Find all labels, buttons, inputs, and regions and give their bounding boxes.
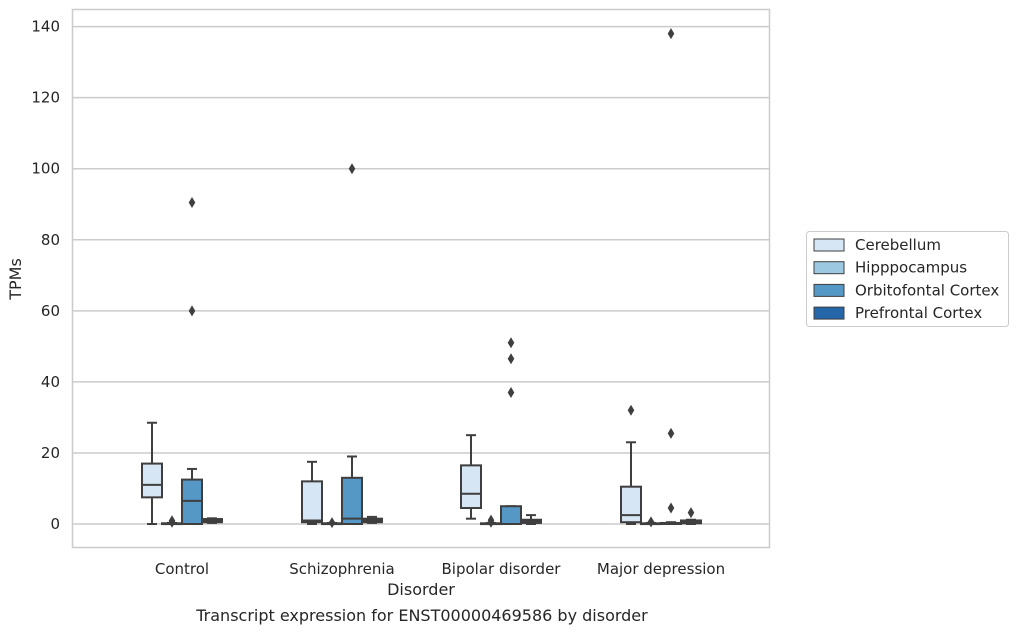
y-axis-ticks: 0 20 40 60 80 100 120 140 <box>31 18 60 533</box>
box-0-3 <box>620 404 642 525</box>
x-tick-label: Schizophrenia <box>289 560 394 578</box>
y-tick-label: 20 <box>41 444 60 462</box>
outlier-point <box>188 305 196 317</box>
outlier-point <box>328 517 336 529</box>
figure-caption: Transcript expression for ENST0000046958… <box>196 606 648 625</box>
box-3-3 <box>680 507 702 525</box>
outlier-point <box>667 502 675 514</box>
legend-swatch <box>813 306 845 320</box>
boxes <box>141 28 702 529</box>
box-1-3 <box>640 516 662 528</box>
outlier-point <box>647 516 655 528</box>
box-iqr <box>141 462 163 499</box>
x-tick-label: Control <box>155 560 209 578</box>
box-0-1 <box>301 460 323 525</box>
y-tick-label: 140 <box>31 18 60 36</box>
box-2-0 <box>181 196 203 525</box>
y-tick-label: 120 <box>31 89 60 107</box>
outlier-point <box>507 337 515 349</box>
box-3-2 <box>520 514 542 525</box>
box-iqr <box>620 485 642 524</box>
box-2-2 <box>500 337 522 525</box>
x-axis-ticks: Control Schizophrenia Bipolar disorder Majo… <box>155 560 725 578</box>
box-0-0 <box>141 421 163 525</box>
box-iqr <box>341 476 363 526</box>
outlier-point <box>507 387 515 399</box>
y-tick-label: 40 <box>41 373 60 391</box>
x-axis-label: Disorder <box>387 580 455 599</box>
box-3-0 <box>201 517 223 524</box>
legend-label: Cerebellum <box>855 236 941 254</box>
outlier-point <box>627 404 635 416</box>
outlier-point <box>348 163 356 175</box>
y-tick-label: 80 <box>41 231 60 249</box>
box-2-3 <box>660 28 682 525</box>
legend-frame <box>806 231 1009 327</box>
legend-swatch <box>813 283 845 297</box>
box-1-0 <box>161 515 183 528</box>
outlier-point <box>667 28 675 40</box>
box-iqr <box>301 480 323 524</box>
outlier-point <box>507 353 515 365</box>
legend-label: Prefrontal Cortex <box>855 304 982 322</box>
legend: Cerebellum Hipppocampus Orbitofontal Corte… <box>806 231 1009 327</box>
box-0-2 <box>460 434 482 520</box>
legend-swatch <box>813 238 845 252</box>
box-3-1 <box>361 515 383 524</box>
box-1-1 <box>321 517 343 529</box>
plot-area <box>71 8 771 549</box>
box-1-2 <box>480 514 502 528</box>
gridlines <box>73 25 770 525</box>
box-iqr <box>460 464 482 510</box>
box-2-1 <box>341 163 363 526</box>
legend-swatch <box>813 261 845 275</box>
legend-label: Hipppocampus <box>855 259 967 277</box>
legend-label: Orbitofontal Cortex <box>855 281 999 299</box>
y-tick-label: 100 <box>31 160 60 178</box>
y-tick-label: 0 <box>50 515 60 533</box>
y-axis-label: TPMs <box>6 258 25 301</box>
outlier-point <box>168 515 176 527</box>
y-tick-label: 60 <box>41 302 60 320</box>
outlier-point <box>667 427 675 439</box>
box-iqr <box>500 505 522 525</box>
outlier-point <box>687 507 695 519</box>
outlier-point <box>487 514 495 526</box>
outlier-point <box>188 196 196 208</box>
x-tick-label: Major depression <box>597 560 725 578</box>
x-tick-label: Bipolar disorder <box>442 560 562 578</box>
